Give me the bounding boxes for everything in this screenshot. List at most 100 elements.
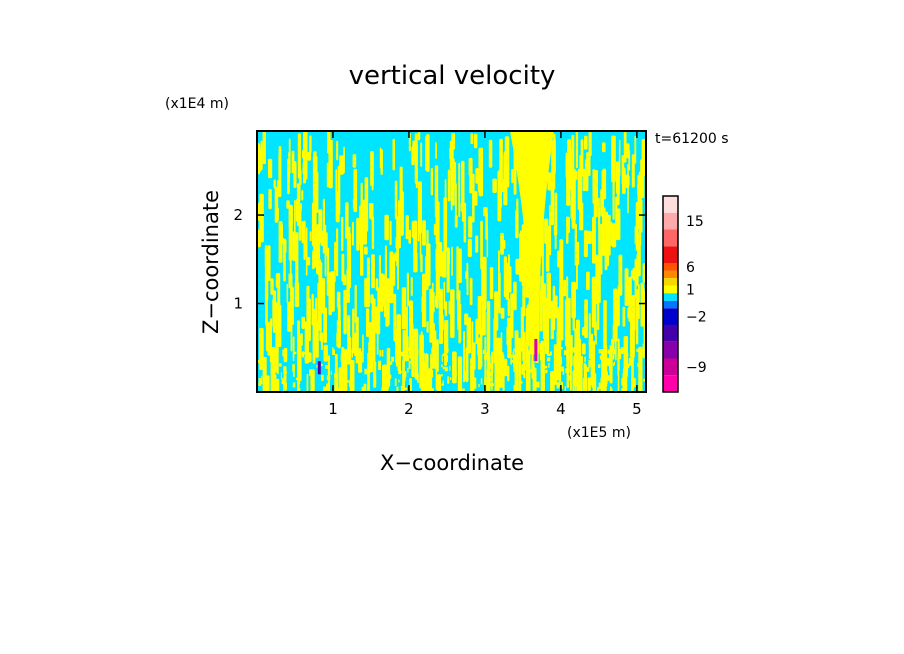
updraft-streak bbox=[330, 370, 332, 375]
updraft-streak bbox=[463, 331, 466, 383]
updraft-streak bbox=[381, 387, 384, 392]
updraft-streak bbox=[551, 140, 554, 192]
updraft-streak bbox=[326, 162, 329, 188]
updraft-streak bbox=[628, 357, 632, 366]
updraft-streak bbox=[454, 215, 458, 228]
updraft-streak bbox=[568, 375, 572, 381]
updraft-streak bbox=[301, 220, 304, 244]
updraft-streak bbox=[283, 382, 287, 390]
updraft-streak bbox=[577, 168, 583, 210]
colorbar-swatch bbox=[663, 285, 678, 294]
updraft-streak bbox=[488, 354, 491, 392]
updraft-streak bbox=[489, 267, 494, 300]
updraft-streak bbox=[624, 383, 628, 390]
updraft-streak bbox=[406, 272, 409, 307]
updraft-streak bbox=[539, 343, 543, 352]
y-unit-label: (x1E4 m) bbox=[165, 96, 229, 112]
updraft-streak bbox=[574, 170, 578, 181]
updraft-streak bbox=[466, 262, 469, 287]
updraft-streak bbox=[418, 181, 422, 234]
updraft-streak bbox=[643, 378, 646, 382]
updraft-streak bbox=[637, 362, 640, 367]
updraft-streak bbox=[597, 387, 600, 392]
updraft-streak bbox=[309, 135, 312, 154]
updraft-streak bbox=[474, 133, 478, 149]
updraft-streak bbox=[327, 355, 330, 392]
updraft-streak bbox=[588, 359, 591, 368]
updraft-streak bbox=[545, 304, 550, 355]
updraft-streak bbox=[389, 251, 394, 304]
updraft-streak bbox=[409, 323, 414, 359]
updraft-streak bbox=[500, 307, 505, 319]
updraft-streak bbox=[435, 142, 437, 159]
updraft-streak bbox=[490, 372, 493, 376]
updraft-streak bbox=[405, 355, 410, 361]
updraft-streak bbox=[276, 180, 281, 197]
updraft-streak bbox=[547, 172, 552, 191]
updraft-streak bbox=[363, 383, 366, 392]
updraft-streak bbox=[257, 360, 261, 363]
updraft-streak bbox=[553, 224, 557, 236]
updraft-streak bbox=[398, 379, 400, 383]
updraft-streak bbox=[371, 216, 375, 250]
updraft-streak bbox=[471, 357, 474, 366]
updraft-streak bbox=[450, 377, 452, 380]
updraft-streak bbox=[283, 384, 285, 392]
updraft-streak bbox=[603, 300, 607, 349]
updraft-streak bbox=[277, 371, 279, 375]
updraft-streak bbox=[477, 295, 482, 335]
updraft-streak bbox=[326, 383, 329, 391]
updraft-streak bbox=[320, 336, 323, 351]
updraft-streak bbox=[425, 135, 429, 171]
updraft-streak bbox=[470, 133, 474, 145]
updraft-streak bbox=[577, 387, 580, 392]
updraft-streak bbox=[544, 218, 549, 244]
updraft-streak bbox=[403, 375, 406, 382]
colorbar-swatch bbox=[663, 270, 678, 279]
updraft-streak bbox=[409, 300, 414, 326]
updraft-streak bbox=[340, 353, 345, 362]
updraft-streak bbox=[451, 246, 453, 276]
updraft-streak bbox=[351, 221, 354, 246]
updraft-streak bbox=[283, 355, 287, 362]
updraft-streak bbox=[430, 167, 434, 196]
updraft-streak bbox=[336, 291, 341, 308]
updraft-streak bbox=[294, 282, 300, 307]
updraft-streak bbox=[337, 165, 341, 215]
updraft-streak bbox=[471, 383, 475, 388]
updraft-streak bbox=[488, 139, 493, 168]
updraft-streak bbox=[576, 250, 578, 290]
updraft-streak bbox=[627, 164, 629, 214]
y-tick-label: 1 bbox=[233, 295, 243, 313]
colorbar-label: −2 bbox=[686, 310, 707, 326]
updraft-streak bbox=[588, 313, 591, 346]
updraft-streak bbox=[431, 388, 434, 392]
updraft-streak bbox=[323, 386, 326, 392]
updraft-streak bbox=[261, 361, 263, 367]
colorbar-swatch bbox=[663, 212, 678, 230]
updraft-streak bbox=[584, 299, 588, 339]
updraft-streak bbox=[425, 353, 427, 361]
updraft-streak bbox=[467, 238, 472, 257]
updraft-field bbox=[257, 131, 646, 392]
colorbar-label: 15 bbox=[686, 214, 704, 230]
updraft-streak bbox=[444, 349, 447, 357]
updraft-streak bbox=[490, 366, 493, 369]
updraft-streak bbox=[307, 256, 311, 266]
updraft-streak bbox=[325, 232, 328, 256]
updraft-streak bbox=[298, 203, 302, 241]
updraft-streak bbox=[408, 360, 411, 369]
updraft-streak bbox=[412, 140, 417, 163]
updraft-streak bbox=[636, 254, 639, 286]
updraft-streak bbox=[293, 161, 297, 188]
updraft-streak bbox=[626, 352, 629, 357]
updraft-streak bbox=[531, 361, 535, 370]
updraft-streak bbox=[522, 331, 526, 368]
updraft-streak bbox=[613, 363, 615, 367]
updraft-streak bbox=[504, 371, 506, 376]
updraft-streak bbox=[515, 210, 519, 239]
updraft-streak bbox=[306, 285, 310, 322]
updraft-streak bbox=[259, 148, 262, 172]
updraft-streak bbox=[622, 306, 626, 327]
